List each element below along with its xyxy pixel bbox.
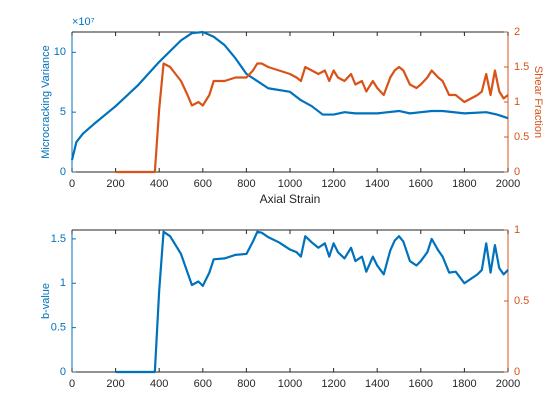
y-tick-label: 1.5 (51, 233, 66, 245)
x-tick-label: 1600 (409, 378, 433, 390)
x-tick-label: 200 (106, 178, 124, 190)
y2-tick-label: 0.5 (514, 295, 529, 307)
y-tick-label: 0.5 (51, 322, 66, 334)
x-tick-label: 2000 (496, 378, 520, 390)
y2-tick-label: 1.5 (514, 61, 529, 73)
x-tick-label: 400 (150, 378, 168, 390)
x-tick-label: 1000 (278, 378, 302, 390)
x-tick-label: 400 (150, 178, 168, 190)
y-exponent: ×10⁷ (72, 16, 95, 28)
y2-tick-label: 0 (514, 366, 520, 378)
x-tick-label: 1800 (452, 378, 476, 390)
x-tick-label: 1200 (321, 178, 345, 190)
x-tick-label: 1800 (452, 178, 476, 190)
x-tick-label: 1000 (278, 178, 302, 190)
plot-area (72, 230, 508, 372)
y2-tick-label: 0.5 (514, 131, 529, 143)
x-tick-label: 800 (237, 378, 255, 390)
series-line (115, 62, 509, 174)
y-tick-label: 10 (54, 46, 66, 58)
x-tick-label: 800 (237, 178, 255, 190)
y-tick-label: 0 (60, 166, 66, 178)
y2-axis-label: Shear Fraction (532, 66, 544, 138)
x-tick-label: 0 (69, 378, 75, 390)
x-tick-label: 1400 (365, 378, 389, 390)
x-tick-label: 600 (194, 378, 212, 390)
x-tick-label: 0 (69, 178, 75, 190)
y2-tick-label: 1 (514, 224, 520, 236)
x-tick-label: 600 (194, 178, 212, 190)
y2-tick-label: 1 (514, 96, 520, 108)
x-tick-label: 1400 (365, 178, 389, 190)
y2-tick-label: 0 (514, 166, 520, 178)
x-tick-label: 1600 (409, 178, 433, 190)
series-line (115, 230, 509, 374)
plot-area (72, 32, 508, 172)
y-axis-label: Microcracking Variance (40, 45, 52, 159)
x-axis-label: Axial Strain (260, 192, 321, 206)
y-tick-label: 5 (60, 106, 66, 118)
y-axis-label: b-value (40, 283, 52, 319)
x-tick-label: 2000 (496, 178, 520, 190)
y-tick-label: 0 (60, 366, 66, 378)
y-tick-label: 1 (60, 277, 66, 289)
x-tick-label: 200 (106, 378, 124, 390)
y2-tick-label: 2 (514, 26, 520, 38)
x-tick-label: 1200 (321, 378, 345, 390)
series-line (70, 30, 509, 161)
